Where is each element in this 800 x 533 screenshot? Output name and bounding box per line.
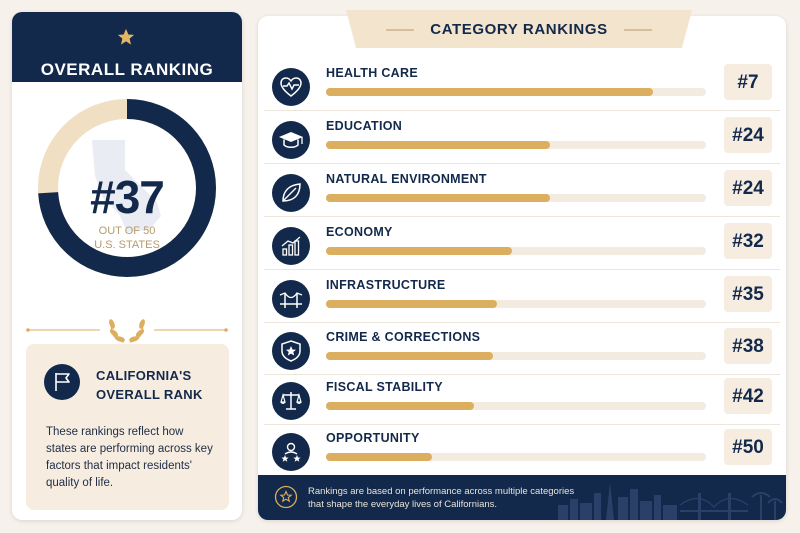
category-rank: #42 (724, 378, 772, 414)
graduation-cap-icon (272, 121, 310, 159)
city-skyline-icon (558, 483, 783, 520)
rank-subtitle-line2: U.S. STATES (94, 239, 160, 251)
category-bar-fill (326, 247, 513, 255)
info-description: These rankings reflect how states are pe… (46, 426, 213, 489)
bar-chart-icon (272, 227, 310, 265)
category-row-infrastructure: INFRASTRUCTURE #35 (264, 270, 780, 323)
rank-subtitle-line1: OUT OF 50 (98, 225, 156, 237)
category-bar-track (326, 247, 706, 255)
category-row-natural-environment: NATURAL ENVIRONMENT #24 (264, 164, 780, 217)
category-bar-track (326, 194, 706, 202)
star-badge-icon (274, 485, 298, 509)
category-label: OPPORTUNITY (326, 431, 420, 445)
category-rank: #24 (724, 170, 772, 206)
category-rankings-title: CATEGORY RANKINGS (430, 21, 608, 38)
star-icon (117, 28, 135, 45)
category-rank: #7 (724, 64, 772, 100)
category-row-fiscal-stability: FISCAL STABILITY #42 (264, 372, 780, 425)
category-rank: #38 (724, 328, 772, 364)
laurel-divider (26, 319, 228, 343)
shield-star-icon (272, 332, 310, 370)
category-row-crime-corrections: CRIME & CORRECTIONS #38 (264, 322, 780, 375)
footer-banner: Rankings are based on performance across… (258, 475, 786, 520)
footer-line1: Rankings are based on performance across… (308, 486, 575, 497)
leaf-icon (272, 174, 310, 212)
scales-icon (272, 382, 310, 420)
category-row-opportunity: OPPORTUNITY #50 (264, 423, 780, 475)
category-bar-fill (326, 453, 433, 461)
category-bar-fill (326, 88, 653, 96)
category-bar-track (326, 88, 706, 96)
category-row-economy: ECONOMY #32 (264, 217, 780, 270)
california-info-box: CALIFORNIA'S OVERALL RANK These rankings… (26, 344, 229, 510)
category-row-health-care: HEALTH CARE #7 (264, 58, 780, 111)
category-rankings-ribbon (346, 10, 692, 48)
category-bar-fill (326, 141, 551, 149)
people-icon (272, 433, 310, 471)
category-rank: #35 (724, 276, 772, 312)
overall-ranking-title: OVERALL RANKING (40, 60, 214, 79)
category-label: NATURAL ENVIRONMENT (326, 172, 487, 186)
category-bar-fill (326, 300, 497, 308)
category-rank: #32 (724, 223, 772, 259)
flag-icon (44, 364, 80, 400)
category-bar-fill (326, 402, 475, 410)
overall-rank-subtitle: OUT OF 50 U.S. STATES (12, 224, 242, 252)
rank-donut-chart (38, 99, 216, 277)
category-bar-track (326, 300, 706, 308)
category-bar-track (326, 352, 706, 360)
category-rank: #24 (724, 117, 772, 153)
info-title: CALIFORNIA'S OVERALL RANK (96, 366, 203, 404)
overall-ranking-card: OVERALL RANKING #37 OUT OF 50 U.S. STATE… (12, 12, 242, 520)
category-label: EDUCATION (326, 119, 403, 133)
category-bar-fill (326, 194, 551, 202)
category-label: ECONOMY (326, 225, 393, 239)
category-label: HEALTH CARE (326, 66, 418, 80)
laurel-wreath-icon (109, 319, 145, 343)
california-silhouette-icon (92, 140, 161, 232)
info-title-line2: OVERALL RANK (96, 387, 203, 402)
category-bar-track (326, 453, 706, 461)
footer-note: Rankings are based on performance across… (308, 485, 574, 511)
category-label: INFRASTRUCTURE (326, 278, 446, 292)
footer-line2: that shape the everyday lives of Califor… (308, 499, 498, 510)
category-label: CRIME & CORRECTIONS (326, 330, 481, 344)
category-bar-fill (326, 352, 494, 360)
category-bar-track (326, 141, 706, 149)
overall-rank-number: #37 (90, 171, 165, 223)
info-title-line1: CALIFORNIA'S (96, 368, 192, 383)
overall-ranking-header: OVERALL RANKING (12, 12, 242, 82)
category-label: FISCAL STABILITY (326, 380, 443, 394)
category-rank: #50 (724, 429, 772, 465)
category-bar-track (326, 402, 706, 410)
rank-donut-arc (38, 99, 216, 277)
bridge-icon (272, 280, 310, 318)
category-row-education: EDUCATION #24 (264, 111, 780, 164)
heart-pulse-icon (272, 68, 310, 106)
category-rankings-card (258, 16, 786, 520)
